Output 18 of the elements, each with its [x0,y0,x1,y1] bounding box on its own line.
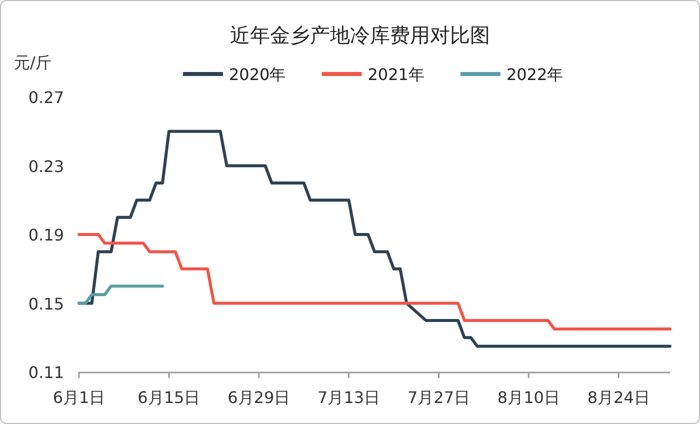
y-tick-label: 0.15 [28,294,64,314]
y-axis-title: 元/斤 [14,53,52,72]
chart-title: 近年金乡产地冷库费用对比图 [230,23,490,47]
x-tick-label: 8月24日 [587,388,650,407]
y-tick-label: 0.11 [28,363,64,382]
x-tick-label: 6月15日 [138,388,200,407]
y-tick-label: 0.23 [28,156,64,176]
legend-label: 2022年 [506,65,564,84]
y-tick-label: 0.19 [28,226,64,244]
x-tick-label: 6月29日 [228,388,290,407]
x-tick-label: 7月13日 [318,388,380,407]
legend-label: 2021年 [368,65,424,84]
x-tick-label: 7月27日 [407,388,470,407]
legend-label: 2020年 [229,65,286,84]
x-tick-label: 8月10日 [497,388,560,407]
y-tick-label: 0.27 [28,88,64,107]
line-series [78,233,672,331]
x-tick-label: 6月1日 [52,388,106,407]
